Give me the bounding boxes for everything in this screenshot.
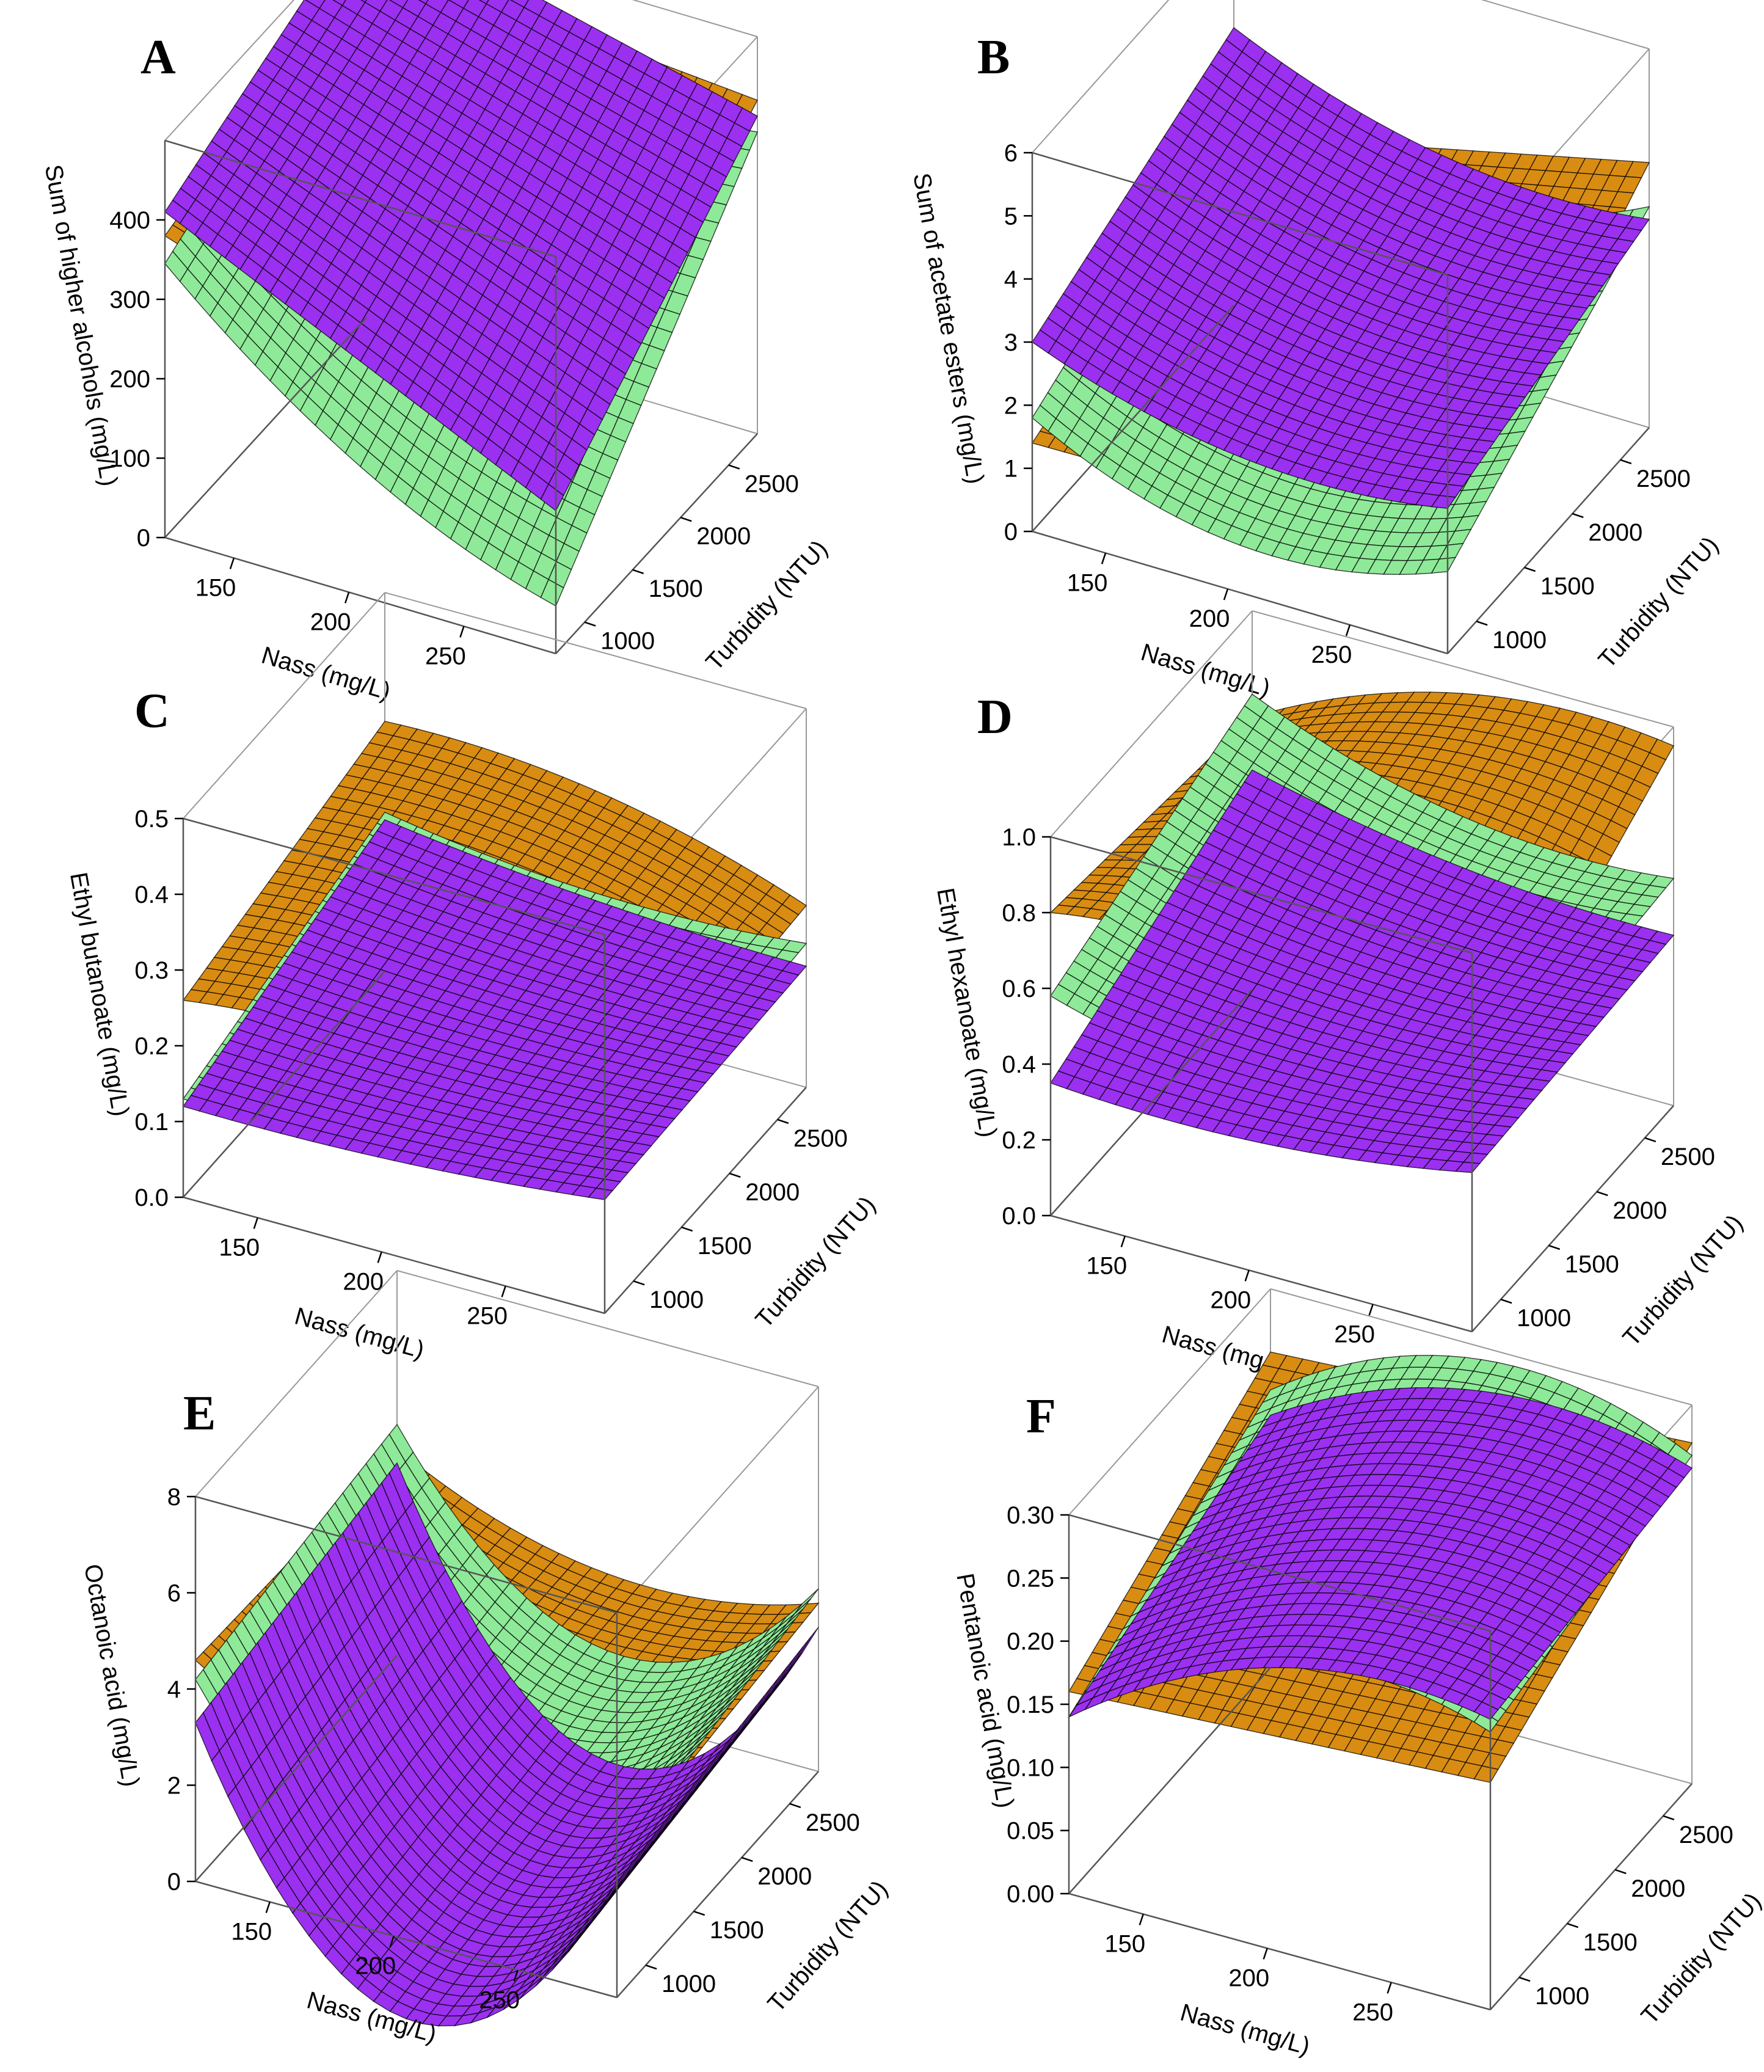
y-tick-mark xyxy=(680,516,692,522)
y-tick-mark xyxy=(1572,513,1584,519)
x-tick-label: 150 xyxy=(1067,569,1108,596)
x-tick-label: 250 xyxy=(1311,641,1352,668)
x-tick-label: 200 xyxy=(310,608,351,635)
x-tick-mark xyxy=(229,558,235,569)
panel-letter: B xyxy=(977,31,1010,84)
box-edge-back xyxy=(632,0,758,37)
y-axis-title: Turbidity (NTU) xyxy=(701,535,833,676)
x-tick-mark xyxy=(459,626,465,638)
z-tick-label: 4 xyxy=(1004,266,1018,293)
y-tick-mark xyxy=(728,464,740,470)
x-tick-mark xyxy=(1223,588,1229,600)
z-tick-label: 3 xyxy=(1004,329,1018,356)
x-axis-title: Nass (mg/L) xyxy=(258,642,393,706)
x-tick-mark xyxy=(1345,624,1351,637)
x-axis-title: Nass (mg/L) xyxy=(1138,639,1273,702)
z-tick-label: 400 xyxy=(109,207,150,234)
panel-letter: A xyxy=(140,31,176,84)
z-tick-label: 2 xyxy=(1004,392,1018,419)
panel-B: B 0 1 2 3 4 5 6 150 200 250 1000 1500 2000 2500 Nass (m… xyxy=(908,0,1724,702)
x-tick-mark xyxy=(1101,552,1107,564)
y-tick-mark xyxy=(1620,459,1632,465)
z-tick-label: 1 xyxy=(1004,456,1018,483)
y-tick-label: 2000 xyxy=(1588,519,1642,546)
y-tick-label: 1000 xyxy=(1492,627,1547,654)
z-tick-label: 6 xyxy=(1004,140,1018,167)
z-tick-label: 200 xyxy=(109,366,150,393)
y-tick-mark xyxy=(584,621,596,627)
x-tick-label: 150 xyxy=(195,575,236,602)
z-tick-label: 300 xyxy=(109,286,150,313)
y-tick-label: 1500 xyxy=(649,575,703,602)
z-tick-label: 0 xyxy=(1004,519,1018,545)
y-tick-mark xyxy=(1524,566,1536,572)
y-axis-title: Turbidity (NTU) xyxy=(1593,531,1724,673)
y-tick-label: 2000 xyxy=(696,523,751,550)
box-edge-back xyxy=(1481,0,1650,49)
surface-purple xyxy=(164,0,758,512)
z-axis-title: Sum of acetate esters (mg/L) xyxy=(908,171,989,486)
y-tick-label: 1000 xyxy=(600,628,655,655)
x-tick-label: 200 xyxy=(1189,605,1230,632)
x-tick-mark xyxy=(344,592,350,604)
x-tick-label: 250 xyxy=(425,643,466,669)
y-tick-label: 1500 xyxy=(1540,573,1595,600)
z-tick-label: 5 xyxy=(1004,203,1018,230)
z-tick-label: 0 xyxy=(137,525,150,552)
y-tick-mark xyxy=(632,569,644,575)
y-tick-mark xyxy=(1476,620,1488,626)
panel-C: C0.00.10.20.30.40.5150200250100015002000… xyxy=(65,592,881,1364)
y-tick-label: 2500 xyxy=(1636,465,1691,492)
panel-letter: C xyxy=(134,684,170,738)
panel-A: A01002003004001502002501000150020002500N… xyxy=(40,0,833,706)
y-tick-label: 2500 xyxy=(745,470,799,497)
box-edge-back xyxy=(164,0,295,141)
